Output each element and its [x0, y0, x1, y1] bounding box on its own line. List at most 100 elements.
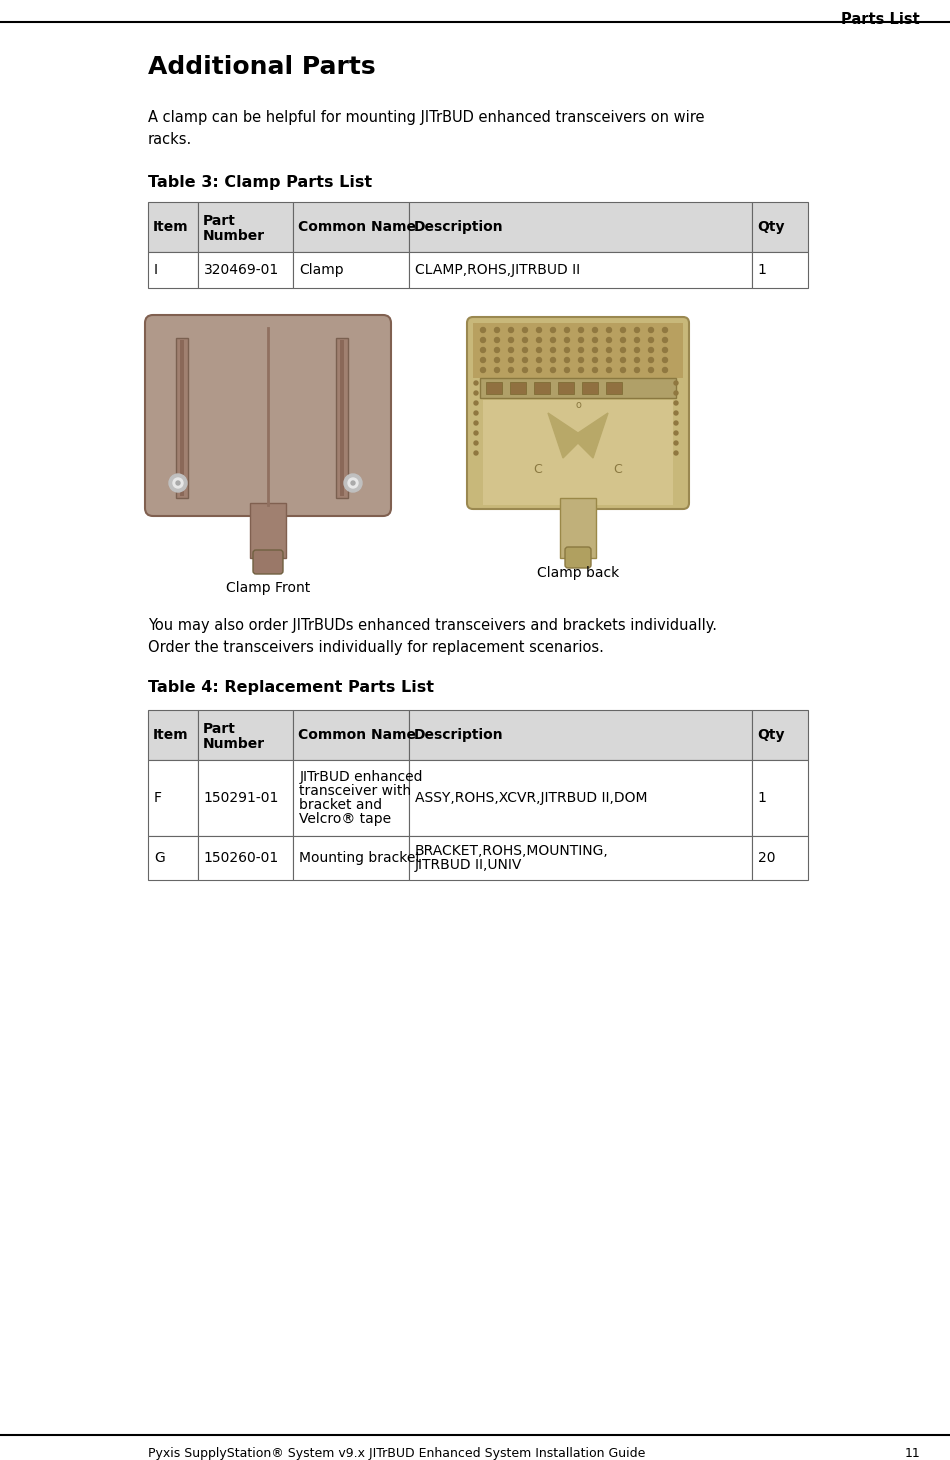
Circle shape [674, 412, 678, 415]
Circle shape [508, 327, 514, 333]
Circle shape [474, 391, 478, 396]
Circle shape [537, 327, 542, 333]
Circle shape [351, 480, 355, 485]
Text: F: F [154, 791, 162, 804]
Text: Common Name: Common Name [298, 729, 416, 742]
Circle shape [474, 441, 478, 445]
Text: 20: 20 [758, 851, 775, 864]
Bar [148, 710, 198, 761]
Bar [751, 710, 808, 761]
Text: JITRBUD II,UNIV: JITRBUD II,UNIV [415, 858, 522, 872]
Text: Clamp Front: Clamp Front [226, 581, 310, 596]
Text: transceiver with: transceiver with [299, 784, 411, 799]
Circle shape [662, 347, 668, 352]
Bar [336, 339, 348, 498]
Text: C: C [534, 463, 542, 476]
Bar [486, 383, 502, 394]
Text: Description: Description [413, 729, 504, 742]
Bar [582, 383, 598, 394]
Circle shape [620, 358, 625, 362]
Text: Clamp: Clamp [299, 263, 344, 277]
Polygon shape [548, 413, 608, 458]
Circle shape [537, 337, 542, 343]
Circle shape [635, 358, 639, 362]
Circle shape [474, 412, 478, 415]
Circle shape [550, 368, 556, 372]
Text: Common Name: Common Name [298, 220, 416, 234]
Circle shape [649, 337, 654, 343]
Text: You may also order JITrBUDs enhanced transceivers and brackets individually.
Ord: You may also order JITrBUDs enhanced tra… [148, 618, 717, 656]
Circle shape [564, 368, 569, 372]
Circle shape [635, 327, 639, 333]
Circle shape [508, 368, 514, 372]
Text: ASSY,ROHS,XCVR,JITRBUD II,DOM: ASSY,ROHS,XCVR,JITRBUD II,DOM [415, 791, 647, 804]
Circle shape [481, 368, 485, 372]
Circle shape [579, 327, 583, 333]
Circle shape [649, 347, 654, 352]
Text: Item: Item [153, 729, 189, 742]
Circle shape [579, 358, 583, 362]
Circle shape [481, 337, 485, 343]
Bar [148, 253, 198, 288]
Circle shape [620, 368, 625, 372]
Circle shape [635, 347, 639, 352]
Bar [250, 504, 286, 558]
Circle shape [662, 337, 668, 343]
Circle shape [579, 368, 583, 372]
Text: bracket and: bracket and [299, 799, 382, 812]
Circle shape [579, 347, 583, 352]
Circle shape [606, 337, 612, 343]
Circle shape [344, 474, 362, 492]
Circle shape [550, 327, 556, 333]
Circle shape [522, 337, 527, 343]
Text: Pyxis SupplyStation® System v9.x JITrBUD Enhanced System Installation Guide: Pyxis SupplyStation® System v9.x JITrBUD… [148, 1447, 645, 1460]
Text: Qty: Qty [757, 729, 785, 742]
Bar [483, 400, 673, 505]
Text: 11: 11 [904, 1447, 920, 1460]
Text: Number: Number [202, 229, 265, 242]
FancyBboxPatch shape [253, 550, 283, 574]
Bar [294, 710, 408, 761]
Circle shape [674, 451, 678, 456]
Circle shape [348, 477, 358, 488]
Circle shape [620, 337, 625, 343]
Circle shape [579, 337, 583, 343]
FancyBboxPatch shape [565, 548, 591, 568]
Text: Part: Part [202, 215, 236, 228]
Text: Description: Description [413, 220, 504, 234]
Bar [751, 837, 808, 880]
Bar [480, 378, 676, 399]
Text: Qty: Qty [757, 220, 785, 234]
Bar [176, 339, 188, 498]
Circle shape [550, 347, 556, 352]
Text: 150260-01: 150260-01 [203, 851, 278, 864]
Text: Table 3: Clamp Parts List: Table 3: Clamp Parts List [148, 175, 372, 190]
Circle shape [674, 391, 678, 396]
Circle shape [674, 381, 678, 385]
Circle shape [169, 474, 187, 492]
Text: Table 4: Replacement Parts List: Table 4: Replacement Parts List [148, 680, 434, 695]
Circle shape [173, 477, 183, 488]
Circle shape [474, 381, 478, 385]
Circle shape [662, 327, 668, 333]
Text: 150291-01: 150291-01 [203, 791, 279, 804]
Bar [408, 710, 751, 761]
Circle shape [495, 358, 500, 362]
FancyBboxPatch shape [467, 317, 689, 510]
Circle shape [522, 358, 527, 362]
Circle shape [593, 368, 598, 372]
Circle shape [481, 358, 485, 362]
Text: Clamp back: Clamp back [537, 566, 619, 580]
Circle shape [593, 327, 598, 333]
Circle shape [537, 347, 542, 352]
Circle shape [481, 327, 485, 333]
Bar [408, 761, 751, 837]
Circle shape [522, 368, 527, 372]
Bar [751, 253, 808, 288]
Circle shape [674, 441, 678, 445]
Bar [198, 761, 294, 837]
Circle shape [474, 420, 478, 425]
Circle shape [564, 347, 569, 352]
Circle shape [508, 337, 514, 343]
Text: Velcro® tape: Velcro® tape [299, 812, 391, 826]
